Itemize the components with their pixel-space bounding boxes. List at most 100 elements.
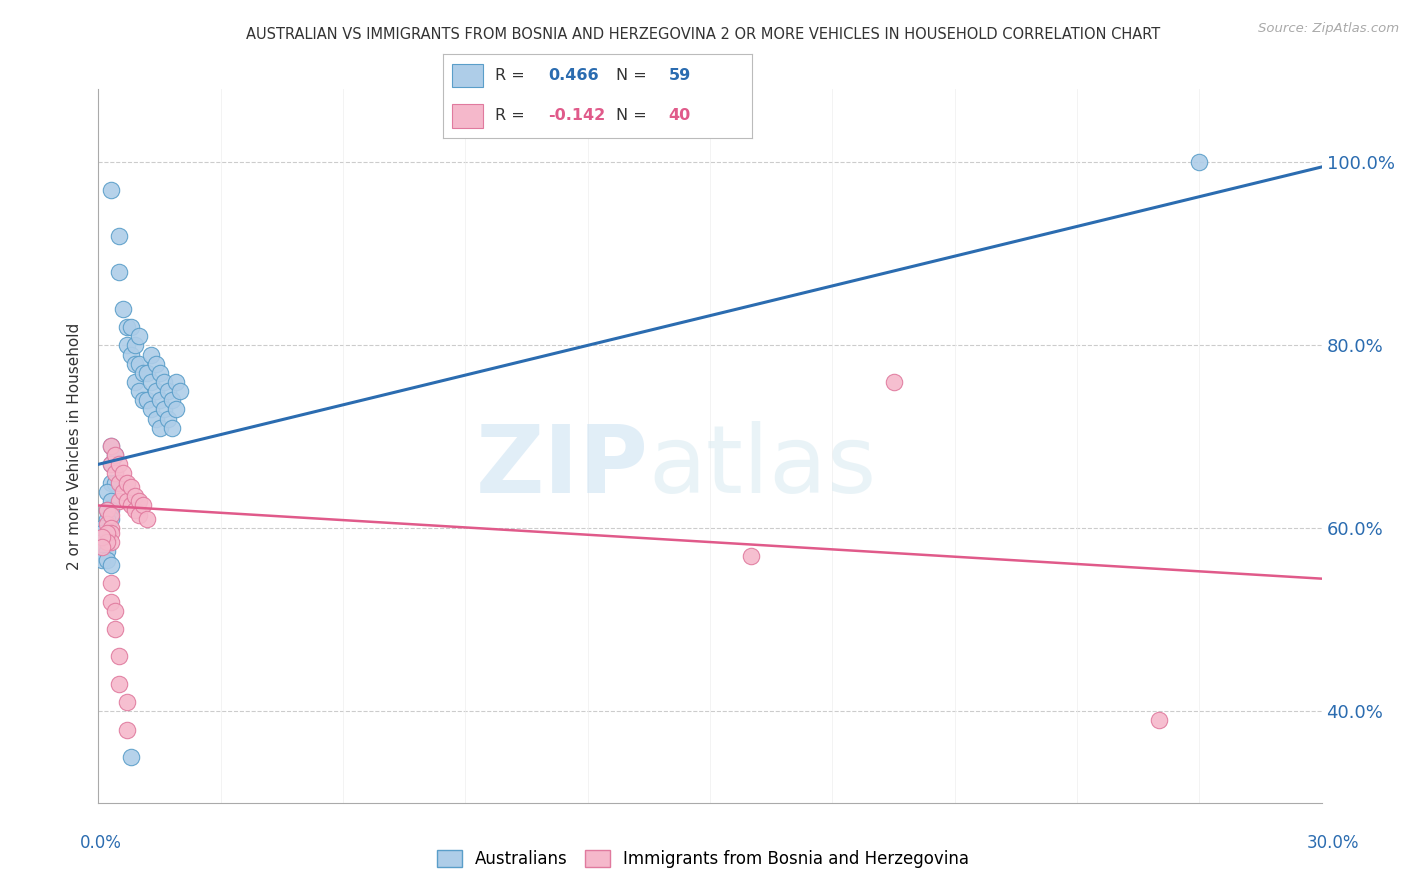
Point [108,677,131,691]
Point [111,301,134,316]
Point [91,531,114,545]
Point [104,622,127,636]
Point [104,448,127,462]
Point [104,448,127,462]
Y-axis label: 2 or more Vehicles in Household: 2 or more Vehicles in Household [67,322,83,570]
Point [100,183,122,197]
Point [115,695,138,709]
Point [152,375,174,389]
Text: AUSTRALIAN VS IMMIGRANTS FROM BOSNIA AND HERZEGOVINA 2 OR MORE VEHICLES IN HOUSE: AUSTRALIAN VS IMMIGRANTS FROM BOSNIA AND… [246,27,1160,42]
Text: R =: R = [495,108,530,123]
Point [100,458,122,472]
Point [740,549,762,563]
Point [100,458,122,472]
Point [96,535,118,549]
Point [100,439,122,453]
Point [108,475,131,490]
Point [111,484,134,499]
Point [100,508,122,522]
Point [160,420,183,434]
Text: ZIP: ZIP [477,421,650,514]
Point [120,347,142,361]
Text: Source: ZipAtlas.com: Source: ZipAtlas.com [1258,22,1399,36]
Point [1188,155,1211,169]
Point [169,384,191,398]
Point [149,420,172,434]
Point [115,320,138,334]
Point [156,384,179,398]
Text: 0.466: 0.466 [548,68,599,83]
Text: 40: 40 [669,108,690,123]
Point [145,357,167,371]
Point [145,411,167,425]
Point [115,723,138,737]
Point [124,375,146,389]
Text: 59: 59 [669,68,690,83]
Point [132,393,155,408]
Point [165,375,187,389]
Point [108,228,131,243]
Point [100,525,122,540]
Point [128,329,150,343]
Point [96,516,118,531]
Point [100,594,122,608]
Point [128,508,150,522]
Point [91,535,114,549]
Point [100,439,122,453]
Point [111,467,134,481]
Point [108,494,131,508]
Point [100,503,122,517]
Point [96,503,118,517]
Point [100,576,122,591]
Point [108,649,131,664]
Text: N =: N = [616,108,652,123]
Point [156,411,179,425]
Point [136,512,159,526]
Point [160,393,183,408]
Point [104,475,127,490]
Point [141,375,163,389]
Point [96,525,118,540]
Point [120,480,142,494]
Point [1147,714,1170,728]
Point [120,750,142,764]
Point [128,357,150,371]
Point [145,384,167,398]
Point [108,265,131,279]
FancyBboxPatch shape [453,104,484,128]
Point [128,494,150,508]
Point [96,531,118,545]
Point [132,499,155,513]
Point [96,553,118,567]
Point [883,375,905,389]
Point [152,402,174,417]
Point [149,393,172,408]
Point [96,521,118,535]
Point [100,494,122,508]
Point [124,503,146,517]
Point [165,402,187,417]
Point [141,347,163,361]
Point [124,338,146,352]
Point [115,338,138,352]
Point [96,544,118,558]
Point [91,540,114,554]
Point [124,357,146,371]
Text: 30.0%: 30.0% [1306,834,1360,852]
Point [100,521,122,535]
Text: N =: N = [616,68,652,83]
Point [96,503,118,517]
Point [132,366,155,380]
Point [100,535,122,549]
Point [100,558,122,572]
Point [104,467,127,481]
Legend: Australians, Immigrants from Bosnia and Herzegovina: Australians, Immigrants from Bosnia and … [430,843,976,875]
Text: R =: R = [495,68,530,83]
Point [124,489,146,503]
Point [91,544,114,558]
Point [115,475,138,490]
Text: atlas: atlas [650,421,877,514]
Point [120,499,142,513]
FancyBboxPatch shape [453,63,484,87]
Point [96,512,118,526]
